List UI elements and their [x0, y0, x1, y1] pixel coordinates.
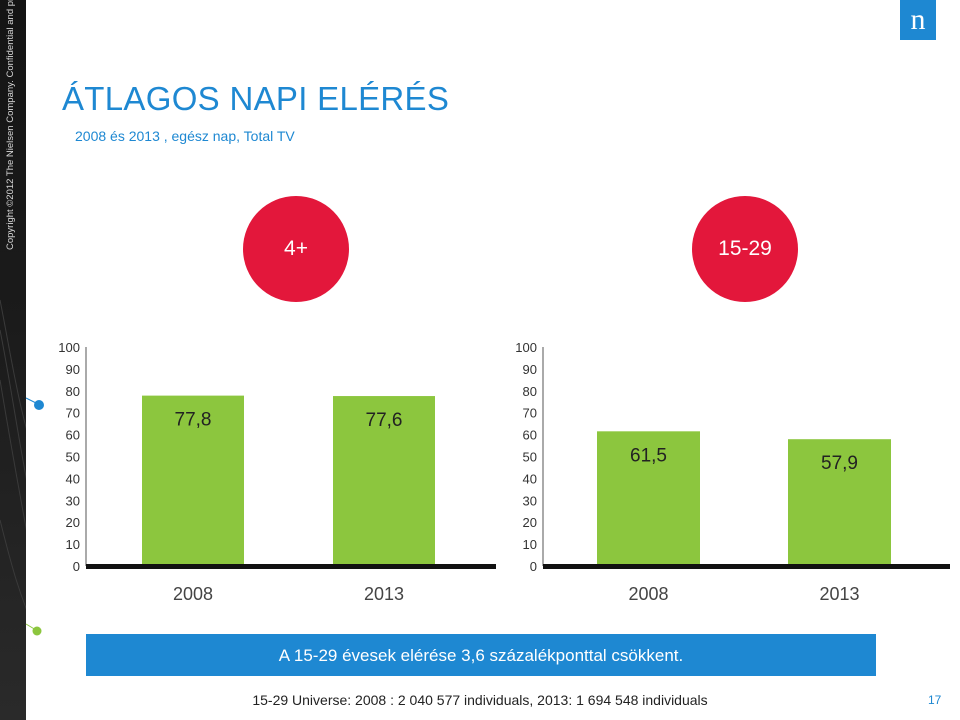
right-ytick-label: 40 [523, 471, 537, 486]
side-band: Copyright ©2012 The Nielsen Company. Con… [0, 0, 26, 720]
left-x-axis [86, 564, 496, 569]
right-value-label-2013: 57,9 [821, 453, 858, 474]
group-circle-4plus: 4+ [243, 196, 349, 302]
right-value-label-2008: 61,5 [630, 445, 667, 466]
conclusion-banner: A 15-29 évesek elérése 3,6 százalékpontt… [86, 634, 876, 676]
right-x-axis [543, 564, 950, 569]
left-bar-2013 [333, 396, 435, 566]
decor-dots [25, 397, 44, 636]
left-value-label-2013: 77,6 [366, 410, 403, 431]
left-ytick-label: 60 [66, 428, 80, 443]
decor-lines [0, 299, 26, 610]
page-title: ÁTLAGOS NAPI ELÉRÉS [62, 80, 450, 117]
nielsen-logo: n [900, 0, 936, 40]
right-ytick-label: 50 [523, 450, 537, 465]
left-ytick-label: 20 [66, 515, 80, 530]
right-ytick-label: 30 [523, 493, 537, 508]
left-ytick-label: 70 [66, 406, 80, 421]
right-ytick-label: 20 [523, 515, 537, 530]
footnote: 15-29 Universe: 2008 : 2 040 577 individ… [252, 692, 708, 708]
left-category-label-2008: 2008 [173, 584, 213, 604]
group-circle-15-29: 15-29 [692, 196, 798, 302]
left-category-label-2013: 2013 [364, 584, 404, 604]
left-ytick-label: 10 [66, 537, 80, 552]
left-value-label-2008: 77,8 [175, 410, 212, 431]
page-number: 17 [928, 693, 942, 707]
decor-dot-green [32, 626, 42, 636]
chart-left: 0 10 20 30 40 50 60 70 80 90 100 77,8 2008 77,6 2013 [58, 340, 496, 604]
left-ytick-label: 50 [66, 450, 80, 465]
right-ytick-label: 60 [523, 428, 537, 443]
left-ytick-label: 30 [66, 493, 80, 508]
right-ytick-label: 90 [523, 362, 537, 377]
right-bar-2008 [597, 431, 700, 566]
right-ytick-label: 70 [523, 406, 537, 421]
right-ytick-label: 100 [515, 340, 537, 355]
left-ytick-label: 100 [58, 340, 80, 355]
right-ytick-label: 80 [523, 384, 537, 399]
left-bar-2008 [142, 395, 244, 566]
left-ytick-label: 0 [73, 559, 80, 574]
left-ytick-label: 90 [66, 362, 80, 377]
right-bar-2013 [788, 439, 891, 566]
right-category-label-2008: 2008 [628, 584, 668, 604]
left-ytick-label: 80 [66, 384, 80, 399]
left-ytick-label: 40 [66, 471, 80, 486]
right-category-label-2013: 2013 [819, 584, 859, 604]
right-ytick-label: 0 [530, 559, 537, 574]
decor-dot-blue [34, 400, 44, 410]
page-subtitle: 2008 és 2013 , egész nap, Total TV [75, 128, 295, 144]
chart-right: 0 10 20 30 40 50 60 70 80 90 100 61,5 2008 57,9 2013 [515, 340, 950, 604]
logo-glyph: n [910, 3, 926, 36]
right-ytick-label: 10 [523, 537, 537, 552]
